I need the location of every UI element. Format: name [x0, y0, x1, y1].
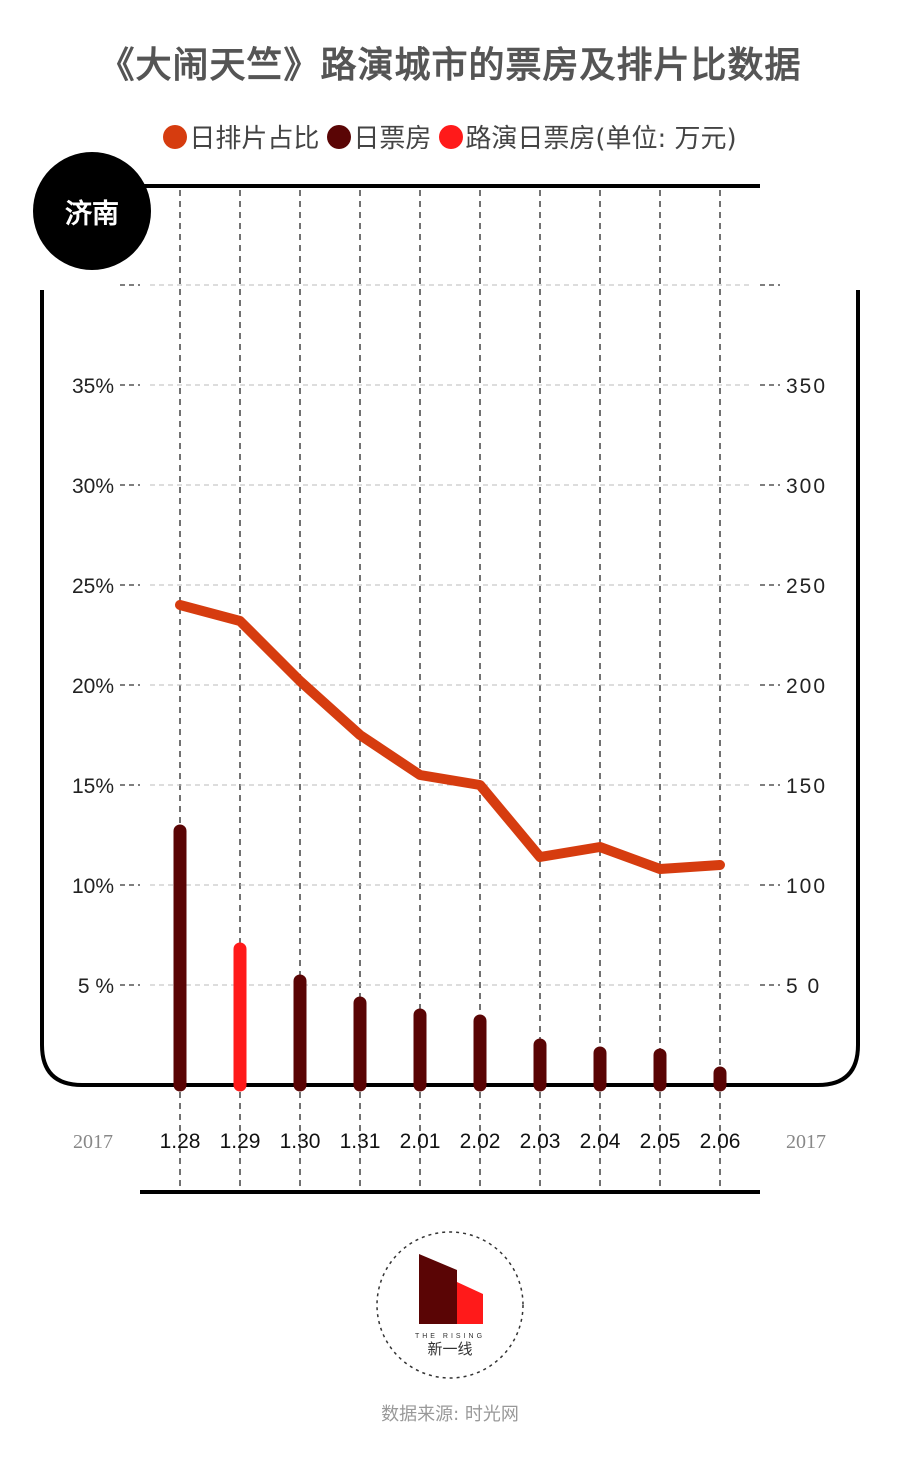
logo-text-cn: 新一线	[427, 1340, 472, 1358]
line-point	[176, 601, 184, 609]
x-tick-label: 2.02	[460, 1130, 501, 1153]
x-tick-label: 1.28	[160, 1130, 201, 1153]
rising-logo-icon: THE RISING 新一线	[376, 1231, 524, 1379]
legend-label-roadshow: 路演日票房(单位: 万元)	[465, 124, 737, 154]
x-tick-label: 2.04	[580, 1130, 621, 1153]
legend-dot-roadshow	[439, 124, 464, 149]
year-label-right: 2017	[786, 1131, 826, 1153]
y-right-tick-label: 200	[786, 675, 827, 698]
legend-label-share: 日排片占比	[189, 124, 320, 154]
legend-dot-boxoffice	[327, 124, 352, 149]
legend-item-share: 日排片占比	[163, 118, 319, 155]
line-point	[296, 677, 304, 685]
x-tick-label: 2.03	[520, 1130, 561, 1153]
y-right-tick-label: 300	[786, 475, 827, 498]
line-point	[596, 843, 604, 851]
y-right-tick-label: 250	[786, 575, 827, 598]
x-tick-label: 2.01	[400, 1130, 441, 1153]
x-tick-label: 2.05	[640, 1130, 681, 1153]
y-left-tick-label: 20%	[72, 675, 114, 698]
chart-title: 《大闹天竺》路演城市的票房及排片比数据	[98, 45, 802, 86]
y-right-tick-label: 150	[786, 775, 827, 798]
y-left-tick-label: 5 %	[78, 975, 114, 998]
line-point	[416, 771, 424, 779]
y-right-tick-label: 350	[786, 375, 827, 398]
line-point	[656, 865, 664, 873]
line-point	[716, 861, 724, 869]
y-left-tick-label: 15%	[72, 775, 114, 798]
line-point	[236, 617, 244, 625]
legend-item-boxoffice: 日票房	[327, 118, 431, 155]
y-left-tick-label: 25%	[72, 575, 114, 598]
x-tick-label: 1.30	[280, 1130, 321, 1153]
line-point	[536, 853, 544, 861]
data-source: 数据来源: 时光网	[381, 1404, 519, 1425]
y-left-tick-label: 10%	[72, 875, 114, 898]
line-point	[356, 731, 364, 739]
chart-frame	[40, 290, 860, 1087]
x-tick-label: 2.06	[700, 1130, 741, 1153]
y-left-tick-label: 35%	[72, 375, 114, 398]
y-left-tick-label: 30%	[72, 475, 114, 498]
year-label-left: 2017	[73, 1131, 113, 1153]
legend-label-boxoffice: 日票房	[353, 124, 432, 154]
y-right-tick-label: 100	[786, 875, 827, 898]
legend-item-roadshow: 路演日票房(单位: 万元)	[439, 118, 737, 155]
x-tick-label: 1.29	[220, 1130, 261, 1153]
legend: 日排片占比 日票房 路演日票房(单位: 万元)	[0, 118, 900, 155]
city-badge: 济南	[33, 152, 151, 270]
series-line-share	[175, 600, 725, 874]
x-tick-label: 1.31	[340, 1130, 381, 1153]
line-point	[476, 781, 484, 789]
legend-dot-share	[163, 124, 188, 149]
y-right-tick-label: 5 0	[786, 975, 821, 998]
logo-text-en: THE RISING	[415, 1333, 485, 1340]
